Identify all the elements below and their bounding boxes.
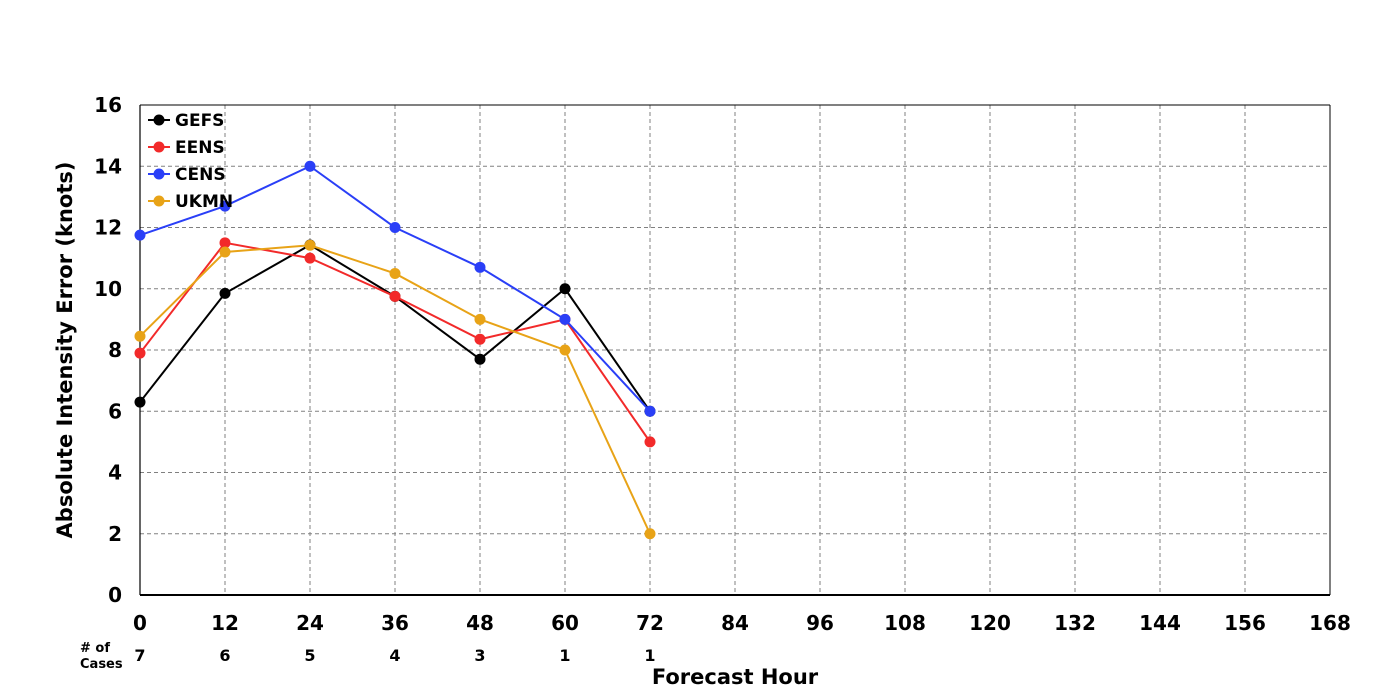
data-point-eens bbox=[219, 237, 231, 249]
x-tick-label: 168 bbox=[1309, 611, 1351, 635]
data-point-cens bbox=[474, 261, 486, 273]
x-tick-label: 96 bbox=[806, 611, 834, 635]
y-tick-label: 16 bbox=[94, 93, 122, 117]
cases-count: 6 bbox=[219, 646, 230, 665]
y-tick-label: 8 bbox=[108, 338, 122, 362]
data-point-ukmn bbox=[219, 246, 231, 258]
legend: GEFS EENS CENS UKMN bbox=[148, 111, 233, 212]
x-tick-label: 36 bbox=[381, 611, 409, 635]
y-tick-label: 2 bbox=[108, 522, 122, 546]
cases-count: 5 bbox=[304, 646, 315, 665]
data-point-ukmn bbox=[559, 344, 571, 356]
x-tick-label: 0 bbox=[133, 611, 147, 635]
data-point-cens bbox=[389, 222, 401, 233]
x-tick-label: 108 bbox=[884, 611, 926, 635]
data-point-cens bbox=[304, 160, 316, 172]
x-tick-label: 84 bbox=[721, 611, 749, 635]
cases-count: 3 bbox=[474, 646, 485, 665]
data-point-gefs bbox=[134, 396, 146, 408]
x-tick-label: 60 bbox=[551, 611, 579, 635]
data-point-gefs bbox=[559, 283, 571, 295]
legend-label: GEFS bbox=[175, 111, 224, 131]
y-axis-title: Absolute Intensity Error (knots) bbox=[53, 162, 77, 539]
y-tick-label: 14 bbox=[94, 154, 122, 178]
data-point-eens bbox=[389, 290, 401, 302]
y-tick-label: 0 bbox=[108, 583, 122, 607]
cases-count: 4 bbox=[389, 646, 400, 665]
data-point-ukmn bbox=[474, 313, 486, 325]
x-tick-label: 48 bbox=[466, 611, 494, 635]
legend-label: UKMN bbox=[175, 192, 233, 212]
data-point-eens bbox=[644, 436, 656, 448]
y-tick-label: 10 bbox=[94, 277, 122, 301]
y-tick-label: 4 bbox=[108, 461, 122, 485]
data-point-ukmn bbox=[134, 330, 146, 342]
data-point-cens bbox=[559, 313, 571, 325]
legend-marker bbox=[153, 195, 165, 207]
cases-count: 1 bbox=[644, 646, 655, 665]
data-point-ukmn bbox=[304, 239, 316, 251]
cases-count: 1 bbox=[559, 646, 570, 665]
y-tick-label: 6 bbox=[108, 399, 122, 423]
legend-label: CENS bbox=[175, 165, 226, 185]
x-tick-label: 132 bbox=[1054, 611, 1096, 635]
y-tick-label: 12 bbox=[94, 216, 122, 240]
data-point-gefs bbox=[219, 287, 231, 299]
tick-labels: 0 12 24 36 48 60 72 84 96 108 120 132 144 156 16802468… bbox=[94, 93, 1351, 635]
data-point-eens bbox=[474, 333, 486, 345]
data-point-eens bbox=[134, 347, 146, 359]
data-point-gefs bbox=[474, 353, 486, 365]
legend-marker bbox=[153, 168, 165, 180]
cases-label: # of bbox=[80, 641, 110, 656]
cases-count: 7 bbox=[134, 646, 145, 665]
data-point-cens bbox=[644, 405, 656, 417]
data-point-ukmn bbox=[389, 267, 401, 279]
legend-marker bbox=[153, 141, 165, 153]
x-tick-label: 144 bbox=[1139, 611, 1181, 635]
series-lines bbox=[134, 160, 656, 540]
data-point-cens bbox=[219, 200, 231, 212]
x-tick-label: 72 bbox=[636, 611, 664, 635]
legend-marker bbox=[153, 114, 165, 126]
x-tick-label: 120 bbox=[969, 611, 1011, 635]
data-point-eens bbox=[304, 252, 316, 264]
data-point-cens bbox=[134, 229, 146, 241]
x-tick-label: 24 bbox=[296, 611, 324, 635]
cases-label: Cases bbox=[80, 657, 123, 672]
x-axis-title: Forecast Hour bbox=[652, 665, 819, 689]
data-point-ukmn bbox=[644, 528, 656, 540]
x-tick-label: 12 bbox=[211, 611, 239, 635]
grid-lines bbox=[140, 105, 1330, 595]
legend-label: EENS bbox=[175, 138, 225, 158]
x-tick-label: 156 bbox=[1224, 611, 1266, 635]
